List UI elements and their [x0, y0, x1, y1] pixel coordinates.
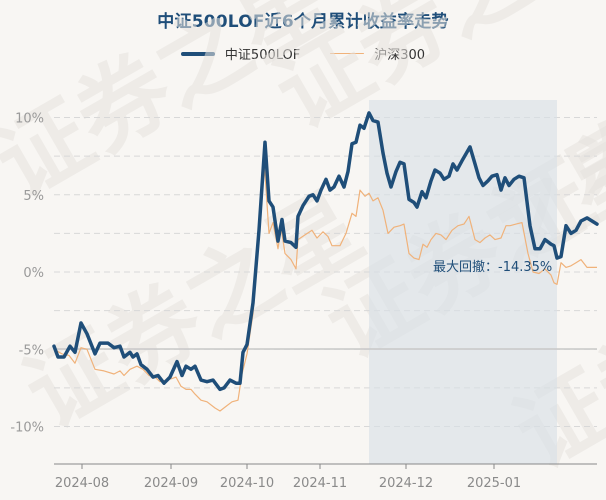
- max-drawdown-region: [369, 100, 557, 464]
- chart-title: 中证500LOF近6个月累计收益率走势: [157, 12, 449, 32]
- legend-item-index[interactable]: 沪深300: [330, 44, 425, 63]
- max-drawdown-label: 最大回撤：-14.35%: [433, 259, 552, 275]
- legend-label-index: 沪深300: [374, 48, 426, 63]
- y-tick-label: 0%: [23, 266, 44, 281]
- y-axis-labels: 10% 5% 0% -5% -10%: [10, 112, 44, 436]
- x-tick-label: 2025-01: [467, 476, 521, 491]
- x-tick-label: 2024-10: [220, 476, 274, 491]
- legend-label-fund: 中证500LOF: [224, 48, 301, 63]
- y-tick-label: -10%: [10, 421, 44, 436]
- y-tick-label: -5%: [19, 343, 44, 358]
- legend-item-fund[interactable]: 中证500LOF: [180, 44, 301, 63]
- x-tick-label: 2024-12: [379, 476, 433, 491]
- y-tick-label: 5%: [23, 189, 44, 204]
- series-fund-line: [52, 111, 599, 392]
- legend-swatch-index-icon: [330, 53, 365, 54]
- y-tick-label: 10%: [15, 112, 44, 127]
- legend: 中证500LOF 沪深300: [0, 44, 606, 63]
- legend-swatch-fund-icon: [180, 51, 215, 56]
- x-tick-label: 2024-09: [144, 476, 198, 491]
- x-axis-labels: 2024-08 2024-09 2024-10 2024-11 2024-12 2025-…: [55, 464, 521, 491]
- x-tick-label: 2024-11: [293, 476, 347, 491]
- x-tick-label: 2024-08: [55, 476, 109, 491]
